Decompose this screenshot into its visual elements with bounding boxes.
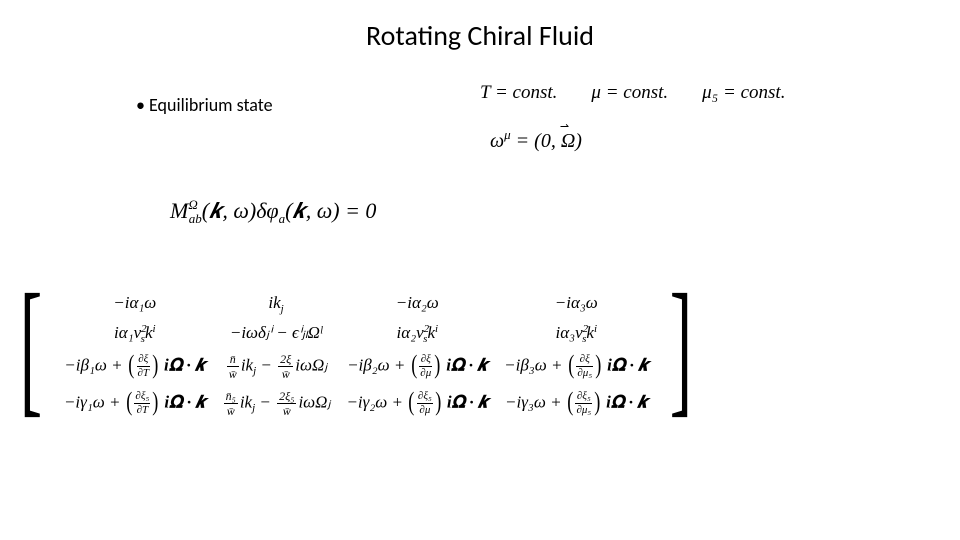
table-row: −iγ₁ω + (∂ξ₅∂T) i𝛀 · 𝒌 n̄₅w̄ikj − 2ξ₅w̄i… <box>56 385 656 422</box>
m-3-1: −iβ₁ω + (∂ξ∂T) i𝛀 · 𝒌 <box>56 348 214 385</box>
matrix-condition-equation: MΩab(𝒌, ω)δφa(𝒌, ω) = 0 <box>170 198 376 224</box>
M-tail: (𝒌, ω) = 0 <box>285 198 376 223</box>
m-4-4: −iγ₃ω + (∂ξ₅∂μ₅) i𝛀 · 𝒌 <box>496 385 656 422</box>
omega-vec: Ω <box>561 130 575 152</box>
m-3-4: −iβ₃ω + (∂ξ∂μ₅) i𝛀 · 𝒌 <box>496 348 656 385</box>
page-title: Rotating Chiral Fluid <box>0 18 960 53</box>
M-symbol: M <box>170 198 188 223</box>
m-2-3: iα₂v2ski <box>338 318 496 348</box>
m-4-3: −iγ₂ω + (∂ξ₅∂μ) i𝛀 · 𝒌 <box>338 385 496 422</box>
big-matrix: [ −iα₁ω ikj −iα₂ω −iα₃ω iα₁v2ski −iωδⱼⁱ … <box>6 282 954 428</box>
bullet-equilibrium: • Equilibrium state <box>136 94 273 116</box>
const-T: T = const. <box>480 82 557 104</box>
vector-arrow-icon: ⇀ <box>560 120 569 133</box>
M-sup: Ω <box>188 197 197 212</box>
left-bracket-icon: [ <box>20 282 42 428</box>
m-3-3: −iβ₂ω + (∂ξ∂μ) i𝛀 · 𝒌 <box>338 348 496 385</box>
const-mu5: μ₅ = const. <box>702 82 785 104</box>
omega-lhs: ω <box>490 130 504 152</box>
table-row: −iα₁ω ikj −iα₂ω −iα₃ω <box>56 288 656 318</box>
m-3-2: n̄w̄ikj − 2ξw̄iωΩⱼ <box>214 348 339 385</box>
m-4-2: n̄₅w̄ikj − 2ξ₅w̄iωΩⱼ <box>214 385 339 422</box>
omega-equation: ωμ = (0, ⇀Ω) <box>490 130 582 153</box>
m-4-1: −iγ₁ω + (∂ξ₅∂T) i𝛀 · 𝒌 <box>56 385 214 422</box>
table-row: iα₁v2ski −iωδⱼⁱ − ϵⁱⱼₗΩˡ iα₂v2ski iα₃v2s… <box>56 318 656 348</box>
m-1-4: −iα₃ω <box>496 288 656 318</box>
right-bracket-icon: ] <box>670 282 692 428</box>
m-1-1: −iα₁ω <box>56 288 214 318</box>
m-2-1: iα₁v2ski <box>56 318 214 348</box>
m-1-3: −iα₂ω <box>338 288 496 318</box>
M-sub: ab <box>189 211 202 226</box>
omega-close: ) <box>575 130 582 152</box>
m-2-4: iα₃v2ski <box>496 318 656 348</box>
omega-sup: μ <box>504 127 511 142</box>
M-mid: (𝒌, ω)δφ <box>202 198 279 223</box>
const-mu: μ = const. <box>591 82 668 104</box>
constants-row: T = const. μ = const. μ₅ = const. <box>480 82 785 104</box>
m-2-2: −iωδⱼⁱ − ϵⁱⱼₗΩˡ <box>214 318 339 348</box>
m-1-2: ikj <box>214 288 339 318</box>
matrix-table: −iα₁ω ikj −iα₂ω −iα₃ω iα₁v2ski −iωδⱼⁱ − … <box>56 288 656 422</box>
M-sub2: a <box>279 211 286 226</box>
table-row: −iβ₁ω + (∂ξ∂T) i𝛀 · 𝒌 n̄w̄ikj − 2ξw̄iωΩⱼ… <box>56 348 656 385</box>
omega-open: = (0, <box>511 130 561 152</box>
